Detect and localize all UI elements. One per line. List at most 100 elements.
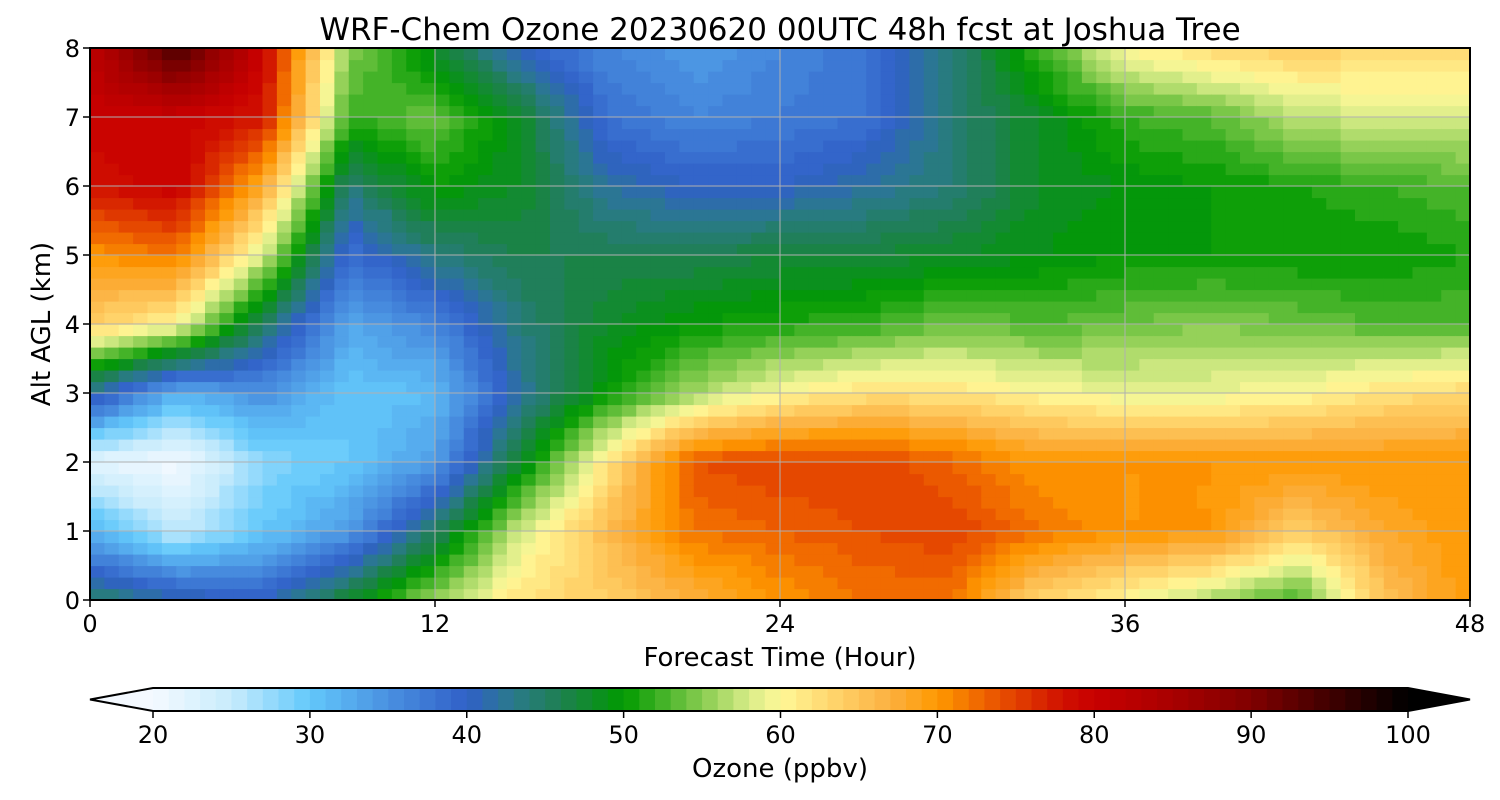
heatmap-cell	[90, 312, 105, 325]
heatmap-cell	[1240, 531, 1255, 544]
heatmap-cell	[90, 485, 105, 498]
heatmap-cell	[104, 358, 120, 371]
heatmap-cell	[1426, 312, 1442, 325]
heatmap-cell	[837, 94, 853, 107]
heatmap-cell	[406, 289, 422, 302]
heatmap-cell	[650, 542, 666, 555]
heatmap-cell	[205, 542, 220, 555]
heatmap-cell	[506, 427, 522, 440]
heatmap-cell	[1254, 519, 1270, 532]
heatmap-cell	[1139, 427, 1155, 440]
heatmap-cell	[420, 255, 436, 268]
heatmap-cell	[1340, 209, 1356, 222]
heatmap-cell	[348, 174, 364, 187]
heatmap-cell	[837, 508, 853, 521]
heatmap-cell	[104, 117, 120, 130]
heatmap-cell	[1412, 542, 1428, 555]
heatmap-cell	[1412, 381, 1428, 394]
heatmap-cell	[736, 519, 752, 532]
heatmap-cell	[550, 347, 565, 360]
heatmap-cell	[1355, 577, 1370, 590]
heatmap-cell	[1398, 496, 1414, 509]
heatmap-cell	[895, 393, 910, 406]
heatmap-cell	[880, 416, 896, 429]
heatmap-cell	[995, 565, 1011, 578]
heatmap-cell	[449, 370, 465, 383]
heatmap-cell	[693, 220, 709, 233]
heatmap-cell	[1211, 289, 1227, 302]
heatmap-cell	[1168, 347, 1184, 360]
heatmap-cell	[262, 48, 278, 61]
heatmap-cell	[219, 335, 235, 348]
heatmap-cell	[90, 335, 105, 348]
heatmap-cell	[1412, 278, 1428, 291]
heatmap-cell	[190, 416, 206, 429]
heatmap-cell	[966, 462, 982, 475]
heatmap-cell	[1240, 312, 1255, 325]
heatmap-cell	[118, 59, 134, 72]
heatmap-cell	[851, 381, 867, 394]
heatmap-cell	[1211, 209, 1227, 222]
heatmap-cell	[406, 243, 422, 256]
heatmap-cell	[276, 542, 292, 555]
heatmap-cell	[1340, 243, 1356, 256]
heatmap-cell	[1355, 266, 1370, 279]
heatmap-cell	[808, 94, 824, 107]
x-tick-label: 36	[1110, 610, 1141, 638]
heatmap-cell	[1225, 554, 1241, 567]
heatmap-cell	[1096, 577, 1112, 590]
heatmap-cell	[1153, 105, 1169, 118]
heatmap-cell	[578, 312, 594, 325]
heatmap-cell	[1383, 82, 1399, 95]
heatmap-cell	[1153, 59, 1169, 72]
heatmap-cell	[176, 289, 192, 302]
heatmap-cell	[1268, 531, 1284, 544]
heatmap-cell	[693, 105, 709, 118]
heatmap-cell	[837, 289, 853, 302]
heatmap-cell	[391, 278, 407, 291]
heatmap-cell	[435, 278, 450, 291]
heatmap-cell	[190, 186, 206, 199]
heatmap-cell	[708, 105, 724, 118]
heatmap-cell	[708, 255, 724, 268]
heatmap-cell	[1283, 174, 1299, 187]
heatmap-cell	[219, 232, 235, 245]
heatmap-cell	[1326, 94, 1342, 107]
heatmap-cell	[578, 370, 594, 383]
heatmap-cell	[693, 473, 709, 486]
heatmap-cell	[118, 209, 134, 222]
colorbar	[89, 687, 1471, 712]
heatmap-cell	[736, 393, 752, 406]
heatmap-cell	[923, 519, 939, 532]
heatmap-cell	[521, 220, 537, 233]
heatmap-cell	[909, 335, 925, 348]
heatmap-cell	[276, 496, 292, 509]
heatmap-cell	[133, 347, 149, 360]
heatmap-cell	[765, 255, 781, 268]
heatmap-cell	[880, 427, 896, 440]
heatmap-cell	[693, 588, 709, 601]
heatmap-cell	[851, 197, 867, 210]
colorbar-segment	[1345, 688, 1362, 711]
heatmap-cell	[535, 301, 551, 314]
heatmap-cell	[693, 278, 709, 291]
heatmap-cell	[161, 266, 177, 279]
heatmap-cell	[334, 82, 350, 95]
heatmap-cell	[1168, 243, 1184, 256]
heatmap-cell	[1340, 255, 1356, 268]
heatmap-cell	[866, 301, 882, 314]
heatmap-cell	[1283, 427, 1299, 440]
heatmap-cell	[693, 370, 709, 383]
heatmap-cell	[1211, 427, 1227, 440]
heatmap-cell	[1441, 48, 1457, 61]
heatmap-cell	[248, 243, 264, 256]
heatmap-cell	[578, 335, 594, 348]
heatmap-cell	[679, 370, 695, 383]
heatmap-cell	[1326, 117, 1342, 130]
heatmap-cell	[420, 289, 436, 302]
heatmap-cell	[578, 105, 594, 118]
heatmap-cell	[463, 485, 479, 498]
heatmap-cell	[176, 266, 192, 279]
heatmap-cell	[506, 393, 522, 406]
